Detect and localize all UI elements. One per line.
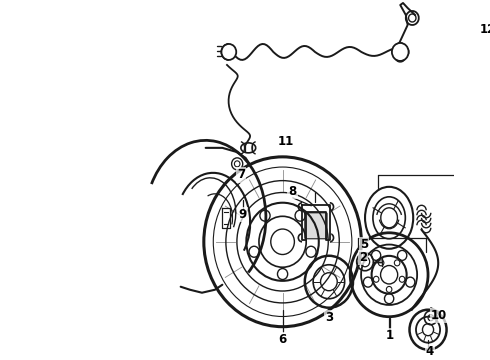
- Text: 8: 8: [289, 185, 297, 198]
- Text: 12: 12: [479, 23, 490, 36]
- Text: 2: 2: [359, 251, 367, 264]
- Text: 3: 3: [325, 311, 333, 324]
- Text: 6: 6: [278, 333, 287, 346]
- Polygon shape: [302, 205, 330, 240]
- FancyBboxPatch shape: [305, 213, 327, 239]
- Text: 5: 5: [360, 238, 368, 251]
- Text: 10: 10: [431, 309, 447, 322]
- Text: 11: 11: [277, 135, 294, 148]
- Circle shape: [221, 44, 236, 60]
- Text: 9: 9: [239, 208, 247, 221]
- Text: 1: 1: [386, 329, 394, 342]
- Circle shape: [392, 43, 409, 61]
- Text: 7: 7: [237, 168, 245, 181]
- Text: 4: 4: [426, 345, 434, 358]
